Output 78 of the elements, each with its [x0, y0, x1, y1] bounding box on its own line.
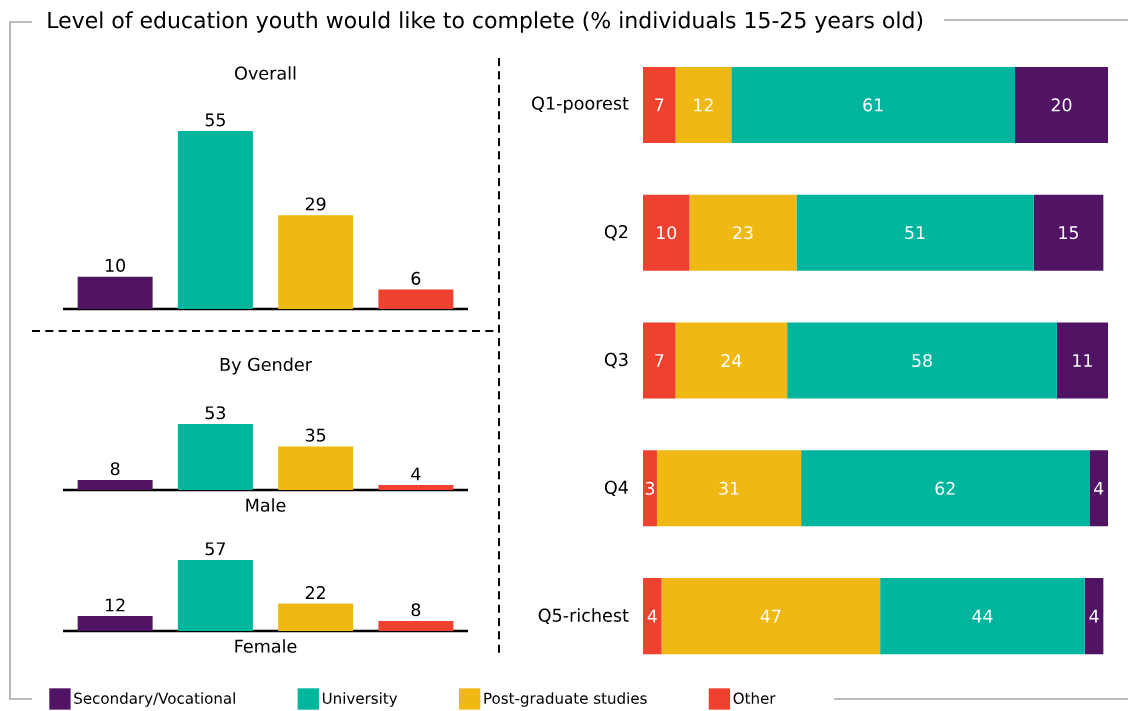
bar: [880, 578, 1085, 655]
bar: [378, 485, 454, 490]
data-label: 58: [912, 353, 932, 368]
bar: [801, 450, 1090, 527]
bar: [1015, 66, 1108, 143]
data-label: 24: [721, 354, 742, 367]
bar: [378, 621, 454, 631]
bar: [278, 603, 354, 631]
bar: [378, 289, 454, 309]
bar: [787, 322, 1057, 399]
data-label: 4: [1089, 609, 1099, 623]
bar: [77, 480, 153, 490]
bar: [177, 131, 253, 309]
data-label: 8: [110, 462, 120, 476]
data-label: 15: [1059, 226, 1078, 240]
chart-subtitle: Overall: [235, 66, 296, 80]
data-label: 4: [647, 609, 657, 623]
bar: [643, 450, 657, 527]
legend-label: Secondary/Vocational: [74, 692, 235, 707]
data-label: 7: [655, 98, 664, 112]
bar: [278, 215, 354, 309]
bar: [1056, 322, 1108, 399]
data-label: 7: [655, 354, 664, 367]
data-label: 23: [733, 226, 753, 240]
data-label: 53: [205, 406, 226, 420]
data-label: 10: [106, 258, 125, 272]
y-tick-label: Q5-richest: [538, 608, 629, 624]
data-label: 61: [863, 98, 883, 112]
data-label: 35: [305, 428, 326, 442]
bar: [661, 578, 881, 655]
x-axis-title: Female: [235, 639, 297, 653]
bar: [675, 66, 732, 143]
chart-title: By Gender: [220, 357, 312, 375]
bar: [1089, 450, 1108, 527]
data-label: 22: [305, 586, 325, 599]
bar: [177, 560, 253, 631]
chart-title: Level of education youth would like to complete (% individuals 15-25 years old): [48, 11, 923, 33]
data-label: 29: [305, 197, 326, 211]
data-label: 31: [719, 481, 739, 495]
bar: [656, 450, 802, 527]
y-tick-label: Q2: [604, 225, 628, 241]
data-label: 8: [411, 603, 421, 617]
bar: [643, 322, 676, 399]
legend-label: University: [322, 692, 398, 707]
y-tick-label: Q1-poorest: [532, 96, 629, 114]
bar: [278, 446, 354, 490]
y-tick-label: Q3: [604, 352, 628, 369]
bar: [731, 66, 1015, 143]
bar: [1033, 194, 1104, 271]
bar: [675, 322, 788, 399]
data-label: 11: [1073, 354, 1092, 367]
data-label: 47: [760, 609, 781, 623]
data-label: 55: [205, 113, 225, 127]
data-label: 12: [694, 98, 713, 112]
data-label: 20: [1051, 98, 1072, 112]
bar: [643, 578, 662, 655]
bar: [77, 616, 153, 631]
data-label: 4: [411, 467, 421, 481]
bar: [643, 194, 690, 271]
data-label: 51: [905, 226, 925, 240]
data-label: 3: [645, 481, 655, 495]
data-label: 57: [205, 542, 225, 556]
bar: [77, 276, 153, 309]
bar: [643, 66, 676, 143]
legend-label: Post-graduate studies: [484, 692, 647, 707]
data-label: 6: [411, 271, 421, 285]
data-label: 10: [657, 226, 677, 240]
bar: [177, 424, 253, 490]
x-axis-title: Male: [246, 498, 286, 512]
data-label: 44: [972, 609, 993, 623]
bar: [1084, 578, 1104, 655]
bar: [689, 194, 797, 271]
data-label: 4: [1094, 481, 1104, 495]
y-tick-label: Q4: [604, 480, 628, 496]
data-label: 12: [106, 598, 125, 612]
data-label: 62: [935, 481, 955, 495]
bar: [796, 194, 1034, 271]
legend-label: Other: [733, 692, 776, 704]
